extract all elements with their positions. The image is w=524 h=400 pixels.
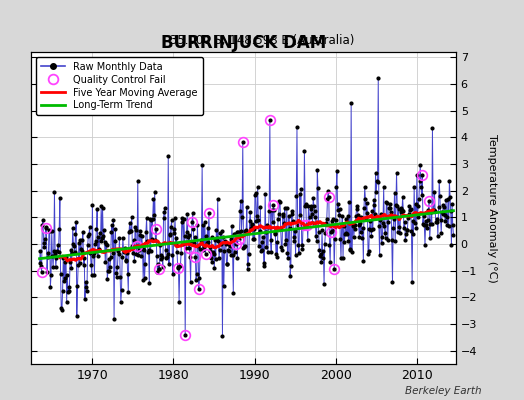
Text: Berkeley Earth: Berkeley Earth (406, 386, 482, 396)
Y-axis label: Temperature Anomaly (°C): Temperature Anomaly (°C) (487, 134, 497, 282)
Legend: Raw Monthly Data, Quality Control Fail, Five Year Moving Average, Long-Term Tren: Raw Monthly Data, Quality Control Fail, … (36, 57, 203, 115)
Text: 35.000 S, 148.598 E (Australia): 35.000 S, 148.598 E (Australia) (170, 34, 354, 47)
Title: BURRINJUCK DAM: BURRINJUCK DAM (161, 34, 326, 52)
